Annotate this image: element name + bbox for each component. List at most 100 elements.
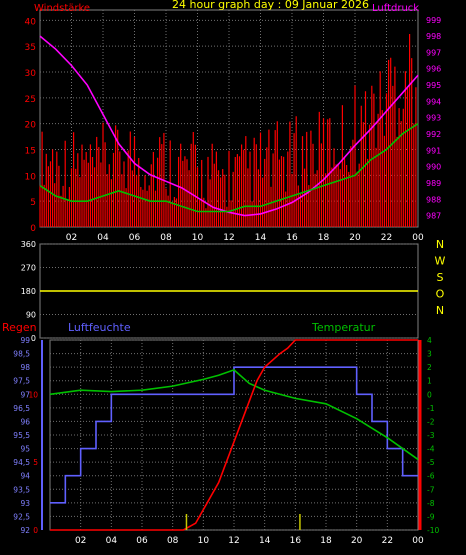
climate-x-axis: 02 04 06 08 10 12 14 16 18 20 22 00 (75, 536, 424, 546)
wind-average-line (39, 122, 419, 213)
temperature-tick-label: -2 (427, 417, 435, 426)
pressure-tick-label: 997 (426, 48, 441, 57)
pressure-label: Luftdruck (372, 3, 419, 14)
compass-letter: N (436, 238, 444, 251)
wind-lines (39, 35, 419, 217)
humidity-tick-label: 92 (20, 526, 30, 535)
direction-y-axis: 360 270 180 90 0 (21, 240, 36, 343)
x-tick-label: 20 (349, 233, 361, 243)
x-tick-label: 16 (286, 233, 298, 243)
pressure-tick-label: 995 (426, 81, 441, 90)
wind-tick-label: 35 (25, 43, 36, 53)
x-tick-label: 06 (136, 536, 148, 546)
temperature-tick-label: 3 (427, 350, 432, 359)
direction-tick-label: 360 (21, 240, 36, 249)
pressure-tick-label: 993 (426, 114, 441, 123)
pressure-tick-label: 990 (426, 163, 441, 172)
direction-tick-label: 0 (31, 334, 36, 343)
wind-tick-label: 15 (25, 147, 36, 157)
x-tick-label: 10 (198, 536, 210, 546)
temperature-tick-label: -3 (427, 431, 435, 440)
pressure-tick-label: 987 (426, 212, 441, 221)
pressure-tick-label: 988 (426, 195, 441, 204)
x-tick-label: 08 (167, 536, 179, 546)
wind-label: Windstärke (34, 3, 90, 14)
x-tick-label: 18 (318, 233, 330, 243)
humidity-tick-label: 98 (20, 363, 30, 372)
x-tick-label: 06 (129, 233, 141, 243)
x-tick-label: 20 (351, 536, 363, 546)
x-tick-label: 14 (259, 536, 271, 546)
pressure-tick-label: 998 (426, 32, 441, 41)
temperature-tick-label: -4 (427, 445, 435, 454)
x-tick-label: 02 (66, 233, 77, 243)
pressure-line (39, 35, 419, 217)
humidity-tick-label: 93,5 (13, 485, 30, 494)
humidity-tick-label: 99 (20, 336, 30, 345)
humidity-tick-label: 97 (20, 390, 30, 399)
x-tick-label: 18 (320, 536, 332, 546)
temperature-tick-label: 4 (427, 336, 432, 345)
humidity-tick-label: 92,5 (13, 512, 30, 521)
temperature-tick-label: 2 (427, 363, 432, 372)
wind-tick-label: 25 (25, 95, 36, 105)
wind-tick-label: 30 (25, 69, 37, 79)
humidity-tick-label: 93 (20, 499, 30, 508)
temperature-tick-label: 0 (427, 390, 432, 399)
x-tick-label: 22 (381, 233, 392, 243)
temperature-tick-label: -7 (427, 485, 435, 494)
wind-x-axis: 02 04 06 08 10 12 14 16 18 20 22 00 (66, 233, 424, 243)
direction-tick-label: 270 (21, 264, 36, 273)
pressure-tick-label: 994 (426, 97, 441, 106)
temperature-line (49, 368, 419, 461)
wind-y-axis: 0 5 10 15 20 25 30 35 40 (25, 17, 37, 234)
humidity-tick-label: 95,5 (13, 431, 30, 440)
pressure-tick-label: 989 (426, 179, 441, 188)
humidity-tick-label: 94,5 (13, 458, 30, 467)
humidity-tick-label: 96,5 (13, 404, 30, 413)
x-tick-label: 08 (160, 233, 172, 243)
humidity-label: Luftfeuchte (68, 321, 131, 334)
rain-tick-label: 10 (28, 390, 38, 399)
x-tick-label: 04 (97, 233, 109, 243)
wind-tick-label: 10 (25, 172, 37, 182)
pressure-tick-label: 999 (426, 16, 441, 25)
rain-tick-label: 5 (33, 458, 38, 467)
x-tick-label: 00 (412, 233, 424, 243)
rain-y-axis: 0 5 10 (28, 390, 38, 535)
compass-letter: N (436, 304, 444, 317)
temperature-tick-label: -1 (427, 404, 435, 413)
humidity-tick-label: 96 (20, 417, 30, 426)
wind-tick-label: 5 (30, 198, 36, 208)
rain-humidity-temp-chart: 92 92,5 93 93,5 94 94,5 95 95,5 96 96,5 97 97,5 98 98… (2, 321, 439, 546)
rain-line (50, 339, 418, 531)
humidity-line (50, 366, 418, 504)
x-tick-label: 12 (223, 233, 234, 243)
humidity-tick-label: 98,5 (13, 350, 30, 359)
rain-label: Regen (2, 321, 37, 334)
direction-tick-label: 180 (21, 287, 36, 296)
x-tick-label: 22 (382, 536, 393, 546)
x-tick-label: 04 (106, 536, 118, 546)
x-tick-label: 00 (412, 536, 424, 546)
x-tick-label: 14 (255, 233, 267, 243)
temperature-tick-label: -10 (427, 526, 439, 535)
wind-tick-label: 20 (25, 121, 37, 131)
wind-tick-label: 40 (25, 17, 37, 27)
wind-pressure-chart: 0 5 10 15 20 25 30 35 40 987 988 989 990 991 992 993 99… (25, 0, 442, 243)
humidity-tick-label: 97,5 (13, 377, 30, 386)
x-tick-label: 12 (228, 536, 239, 546)
direction-tick-label: 90 (26, 311, 36, 320)
compass-letter: O (436, 288, 445, 301)
humidity-tick-label: 94 (20, 472, 30, 481)
pressure-tick-label: 992 (426, 130, 441, 139)
temperature-tick-label: -8 (427, 499, 435, 508)
pressure-tick-label: 996 (426, 65, 441, 74)
temperature-tick-label: -9 (427, 512, 435, 521)
wind-tick-label: 0 (30, 224, 36, 234)
temperature-tick-label: -6 (427, 472, 435, 481)
